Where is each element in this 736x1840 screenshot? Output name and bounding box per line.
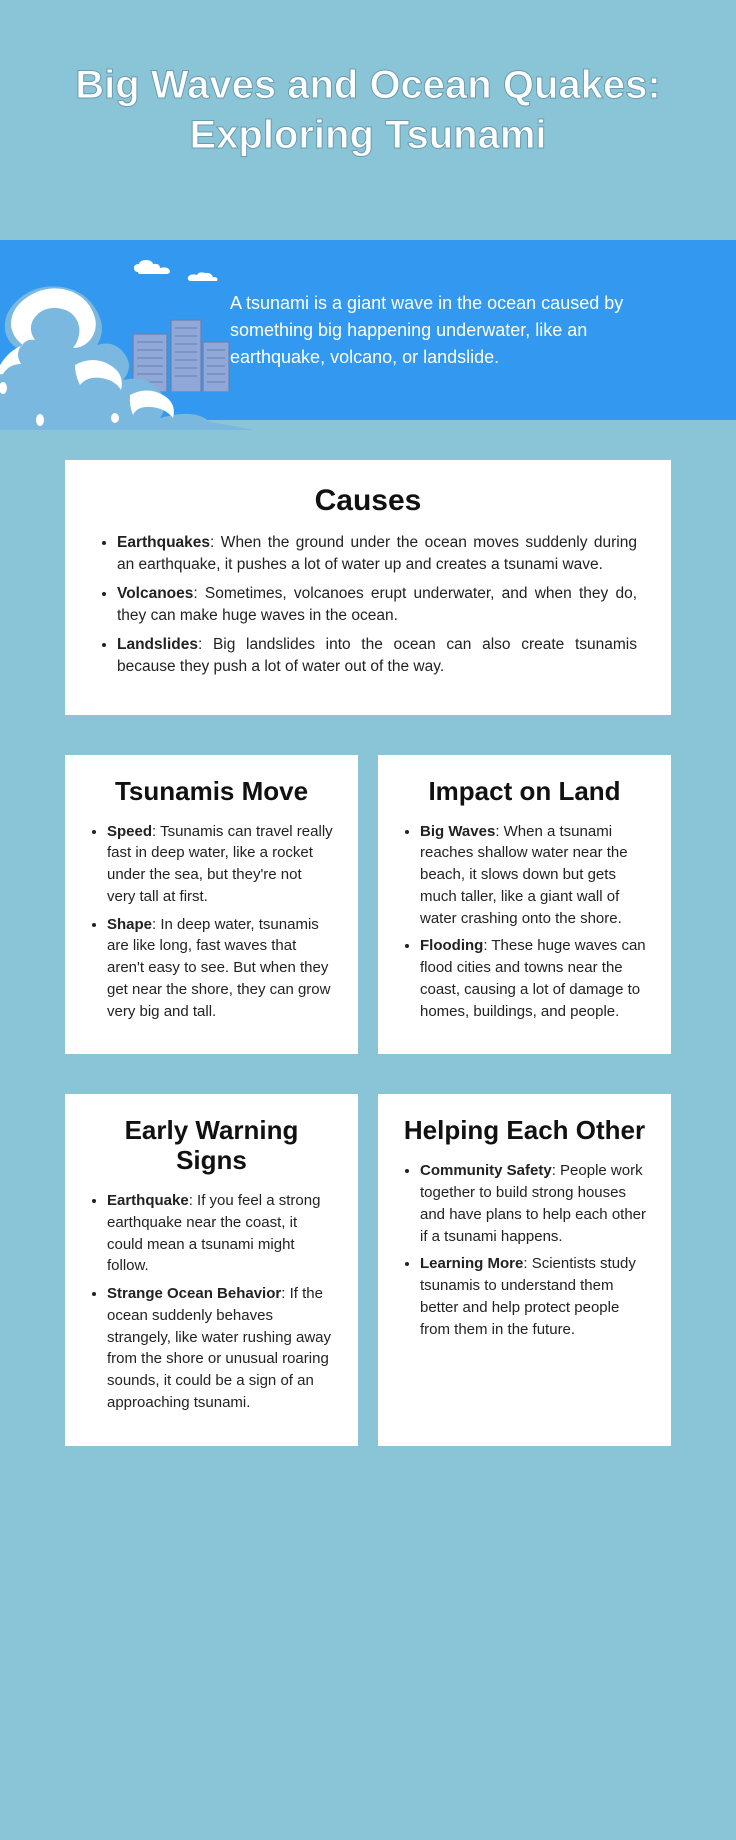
- list-item: Flooding: These huge waves can flood cit…: [420, 935, 647, 1022]
- causes-card: Causes Earthquakes: When the ground unde…: [65, 460, 671, 715]
- intro-band: A tsunami is a giant wave in the ocean c…: [0, 240, 736, 420]
- causes-heading: Causes: [99, 484, 637, 518]
- list-item: Speed: Tsunamis can travel really fast i…: [107, 821, 334, 908]
- helping-card: Helping Each Other Community Safety: Peo…: [378, 1094, 671, 1445]
- causes-list: Earthquakes: When the ground under the o…: [99, 532, 637, 679]
- list-item: Strange Ocean Behavior: If the ocean sud…: [107, 1283, 334, 1414]
- title-area: Big Waves and Ocean Quakes: Exploring Ts…: [0, 0, 736, 210]
- wave-city-illustration: [20, 250, 230, 410]
- warning-heading: Early Warning Signs: [89, 1116, 334, 1176]
- list-item: Big Waves: When a tsunami reaches shallo…: [420, 821, 647, 930]
- move-card: Tsunamis Move Speed: Tsunamis can travel…: [65, 755, 358, 1055]
- row-2: Early Warning Signs Earthquake: If you f…: [65, 1094, 671, 1445]
- intro-text: A tsunami is a giant wave in the ocean c…: [230, 290, 681, 371]
- warning-card: Early Warning Signs Earthquake: If you f…: [65, 1094, 358, 1445]
- row-1: Tsunamis Move Speed: Tsunamis can travel…: [65, 755, 671, 1055]
- list-item: Earthquake: If you feel a strong earthqu…: [107, 1190, 334, 1277]
- impact-card: Impact on Land Big Waves: When a tsunami…: [378, 755, 671, 1055]
- list-item: Learning More: Scientists study tsunamis…: [420, 1253, 647, 1340]
- move-list: Speed: Tsunamis can travel really fast i…: [89, 821, 334, 1023]
- page-title: Big Waves and Ocean Quakes: Exploring Ts…: [40, 60, 696, 160]
- list-item: Volcanoes: Sometimes, volcanoes erupt un…: [117, 583, 637, 628]
- list-item: Shape: In deep water, tsunamis are like …: [107, 914, 334, 1023]
- helping-heading: Helping Each Other: [402, 1116, 647, 1146]
- impact-heading: Impact on Land: [402, 777, 647, 807]
- impact-list: Big Waves: When a tsunami reaches shallo…: [402, 821, 647, 1023]
- helping-list: Community Safety: People work together t…: [402, 1160, 647, 1340]
- wave-icon: [0, 280, 255, 430]
- list-item: Earthquakes: When the ground under the o…: [117, 532, 637, 577]
- list-item: Landslides: Big landslides into the ocea…: [117, 634, 637, 679]
- warning-list: Earthquake: If you feel a strong earthqu…: [89, 1190, 334, 1414]
- list-item: Community Safety: People work together t…: [420, 1160, 647, 1247]
- cloud-icon: [130, 258, 180, 278]
- move-heading: Tsunamis Move: [89, 777, 334, 807]
